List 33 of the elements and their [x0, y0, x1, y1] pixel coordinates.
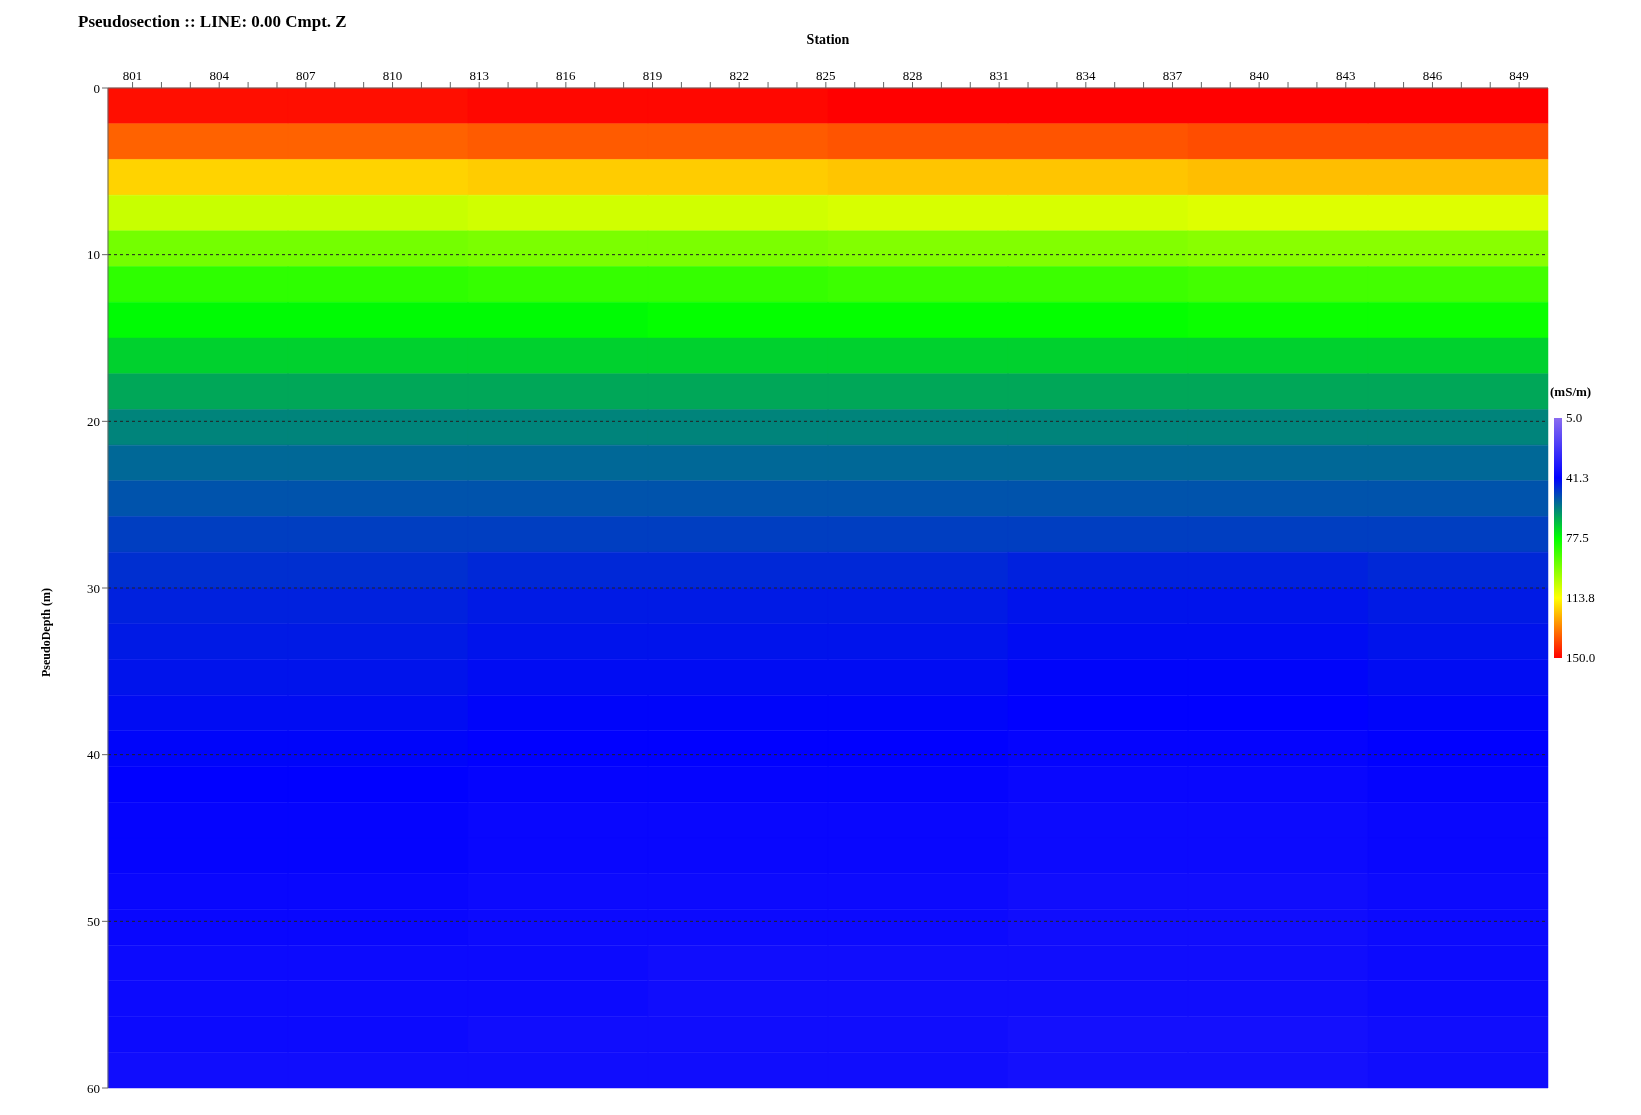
x-tick-label: 801	[122, 68, 143, 83]
x-tick-label: 819	[642, 68, 663, 83]
x-tick-label: 810	[382, 68, 403, 83]
color-bar-label: 41.3	[1566, 470, 1589, 486]
x-tick-label: 804	[209, 68, 230, 83]
y-tick-label: 20	[87, 413, 100, 429]
color-bar-title: (mS/m)	[1550, 384, 1592, 399]
y-tick-label: 40	[87, 747, 100, 763]
x-tick-label: 807	[296, 68, 317, 83]
x-tick-label: 831	[989, 68, 1009, 83]
x-tick-label: 834	[1076, 68, 1097, 83]
y-tick-label: 50	[87, 913, 100, 929]
x-tick-label: 813	[469, 68, 489, 83]
x-tick-label: 825	[816, 68, 836, 83]
color-bar-label: 113.8	[1566, 590, 1595, 606]
x-tick-label: 843	[1336, 68, 1356, 83]
y-tick-label: 60	[87, 1080, 100, 1096]
x-tick-label: 840	[1249, 68, 1269, 83]
y-tick-label: 10	[87, 247, 100, 263]
x-tick-label: 828	[902, 68, 923, 83]
x-tick-label: 822	[729, 68, 749, 83]
color-bar-label: 5.0	[1566, 410, 1583, 425]
x-axis-title: Station	[806, 32, 850, 47]
x-tick-label: 846	[1422, 68, 1443, 83]
y-tick-label: 30	[87, 580, 100, 596]
color-bar-label: 150.0	[1566, 650, 1596, 665]
chart-title: Pseudosection :: LINE: 0.00 Cmpt. Z	[78, 12, 347, 32]
y-axis-title: PseudoDepth (m)	[39, 588, 54, 677]
x-tick-label: 816	[556, 68, 577, 83]
color-bar-label: 77.5	[1566, 530, 1589, 545]
x-tick-label: 849	[1509, 68, 1529, 83]
x-tick-label: 837	[1162, 68, 1183, 83]
y-tick-label: 0	[93, 80, 100, 96]
